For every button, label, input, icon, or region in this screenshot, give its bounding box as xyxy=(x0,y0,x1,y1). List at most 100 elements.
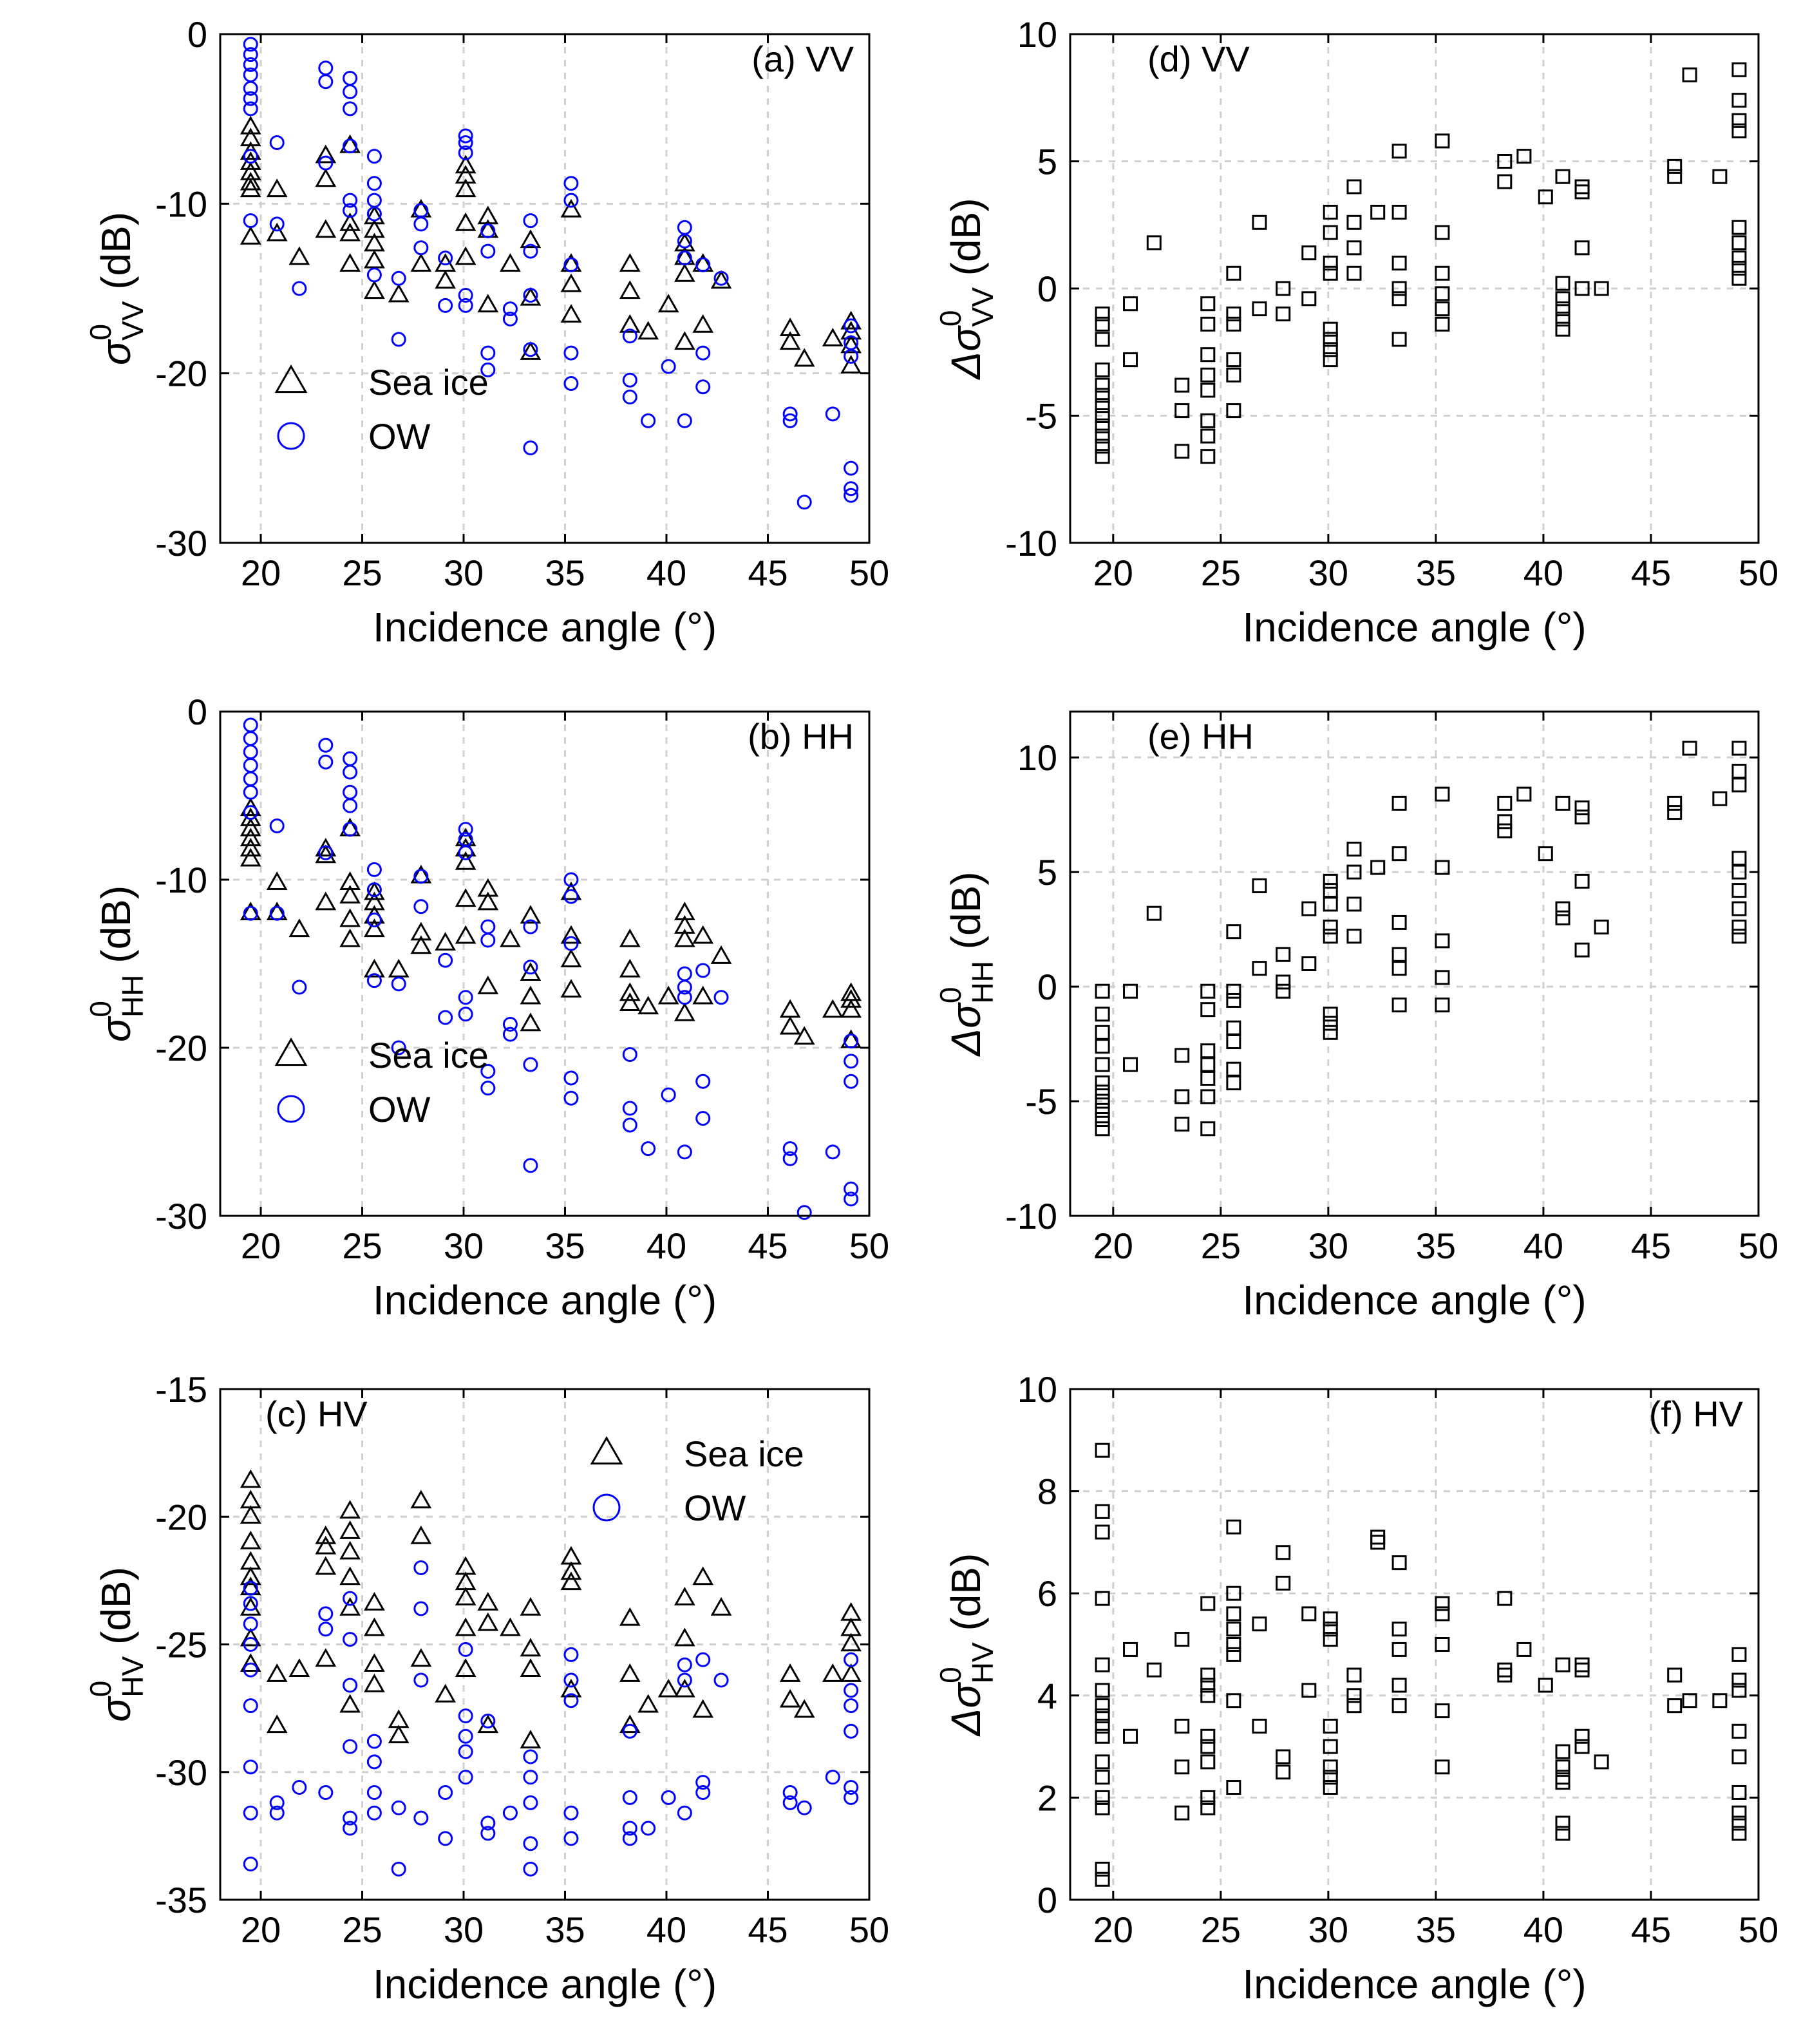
axes-frame xyxy=(1069,1388,1760,1901)
data-point xyxy=(1555,321,1570,337)
data-point xyxy=(1276,1575,1291,1591)
data-point xyxy=(844,1034,859,1049)
data-point xyxy=(410,1525,432,1544)
data-point xyxy=(1095,1718,1110,1734)
y-tick-label: -20 xyxy=(155,1497,207,1537)
data-point xyxy=(523,288,538,303)
data-point xyxy=(523,1158,538,1173)
x-tick-label: 25 xyxy=(1201,1225,1241,1266)
data-point xyxy=(520,229,542,249)
data-point xyxy=(458,288,473,303)
data-point xyxy=(822,999,844,1018)
data-point xyxy=(1226,1637,1241,1652)
y-tick-label: -35 xyxy=(155,1880,207,1920)
x-tick-label: 20 xyxy=(241,553,281,593)
data-point xyxy=(523,243,538,259)
data-point xyxy=(318,1606,334,1622)
data-point xyxy=(343,101,358,117)
data-point xyxy=(844,1683,859,1698)
data-point xyxy=(243,80,258,96)
data-point xyxy=(1123,1057,1138,1072)
data-point xyxy=(240,1653,261,1672)
data-point xyxy=(366,1805,382,1821)
y-tick-label: -15 xyxy=(155,1369,207,1410)
data-point xyxy=(1435,933,1450,949)
data-point xyxy=(266,1714,288,1734)
data-point xyxy=(622,1101,637,1116)
data-point xyxy=(1538,189,1553,205)
data-point xyxy=(1095,1657,1110,1672)
data-point xyxy=(240,1469,261,1488)
data-point xyxy=(523,213,538,229)
data-point xyxy=(243,1596,258,1611)
data-point xyxy=(1252,301,1267,317)
x-tick-label: 50 xyxy=(849,1909,889,1950)
data-point xyxy=(710,1596,732,1616)
data-point xyxy=(413,216,429,232)
data-point xyxy=(523,1861,538,1877)
data-point xyxy=(563,936,579,951)
data-point xyxy=(560,1571,582,1591)
data-point xyxy=(1435,225,1450,240)
data-point xyxy=(1276,947,1291,962)
data-point xyxy=(1252,1616,1267,1632)
data-point xyxy=(1095,449,1110,464)
grid xyxy=(1070,1389,1759,1900)
data-point xyxy=(1200,1667,1216,1683)
y-tick-label: -10 xyxy=(155,184,207,224)
data-point xyxy=(520,1012,542,1032)
data-point xyxy=(413,240,429,256)
data-point xyxy=(458,845,473,860)
data-point xyxy=(243,149,258,164)
plot-area xyxy=(1070,1389,1759,1900)
data-point xyxy=(1323,1016,1338,1031)
data-point xyxy=(1391,256,1407,270)
data-point xyxy=(455,212,476,231)
data-point xyxy=(455,851,476,870)
data-point xyxy=(1323,205,1338,220)
data-point xyxy=(1200,316,1216,332)
data-point xyxy=(1226,1647,1241,1662)
data-point xyxy=(622,1821,637,1836)
data-point xyxy=(1200,1739,1216,1754)
data-point xyxy=(1095,1683,1110,1698)
data-point xyxy=(563,1070,579,1086)
data-point xyxy=(455,155,476,174)
x-tick-label: 25 xyxy=(1201,553,1241,593)
data-point xyxy=(1574,800,1590,815)
x-tick-label: 20 xyxy=(241,1909,281,1950)
data-point xyxy=(641,1821,656,1836)
data-point xyxy=(710,945,732,964)
data-point xyxy=(458,135,473,151)
legend-label-ow: OW xyxy=(368,1089,431,1130)
data-point xyxy=(1731,1826,1747,1841)
data-point xyxy=(243,213,258,229)
data-point xyxy=(364,881,385,900)
data-point xyxy=(1301,245,1317,261)
data-point xyxy=(793,348,815,367)
data-point xyxy=(266,178,288,198)
data-point xyxy=(695,1775,711,1790)
data-point xyxy=(523,960,538,975)
data-point xyxy=(1346,214,1362,230)
data-point xyxy=(343,798,358,813)
data-point xyxy=(1276,1545,1291,1560)
data-point xyxy=(1323,873,1338,889)
data-point xyxy=(622,1831,637,1846)
data-point xyxy=(1174,1759,1190,1775)
data-point xyxy=(844,1054,859,1069)
data-point xyxy=(619,928,641,947)
data-point xyxy=(1301,1606,1317,1622)
data-point xyxy=(677,979,692,995)
data-point xyxy=(1095,408,1110,423)
data-point xyxy=(1252,961,1267,976)
data-point xyxy=(1391,1622,1407,1637)
data-point xyxy=(240,115,261,135)
data-point xyxy=(523,1795,538,1810)
data-point xyxy=(657,985,679,1005)
data-point xyxy=(1323,352,1338,368)
data-point xyxy=(1323,321,1338,337)
data-point xyxy=(364,918,385,938)
panel-label: (e) HH xyxy=(1147,716,1254,757)
